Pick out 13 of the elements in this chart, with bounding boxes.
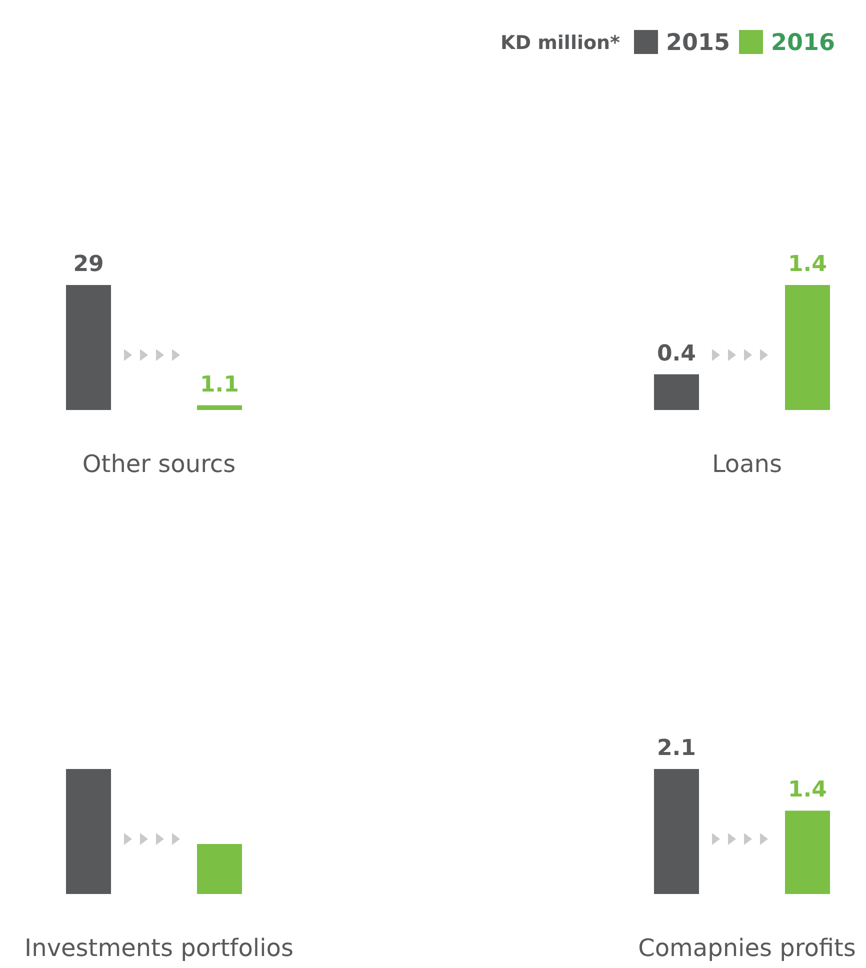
data-label: 1.1 bbox=[200, 372, 239, 398]
data-label: 2.1 bbox=[657, 736, 696, 761]
x-axis-title: Loans bbox=[712, 450, 782, 478]
x-axis-title: Other sourcs bbox=[82, 450, 236, 478]
x-axis-title: Investments portfolios bbox=[24, 934, 294, 962]
data-label: 29 bbox=[73, 252, 104, 277]
x-axis-title: Comapnies profits bbox=[638, 934, 856, 962]
data-label: 1.4 bbox=[788, 252, 827, 277]
data-label: 1.4 bbox=[788, 778, 827, 803]
legend-label: 2015 bbox=[666, 30, 730, 56]
data-label: 0.4 bbox=[657, 341, 696, 366]
legend-label: 2016 bbox=[771, 30, 836, 56]
legend-title: KD million* bbox=[500, 32, 620, 54]
